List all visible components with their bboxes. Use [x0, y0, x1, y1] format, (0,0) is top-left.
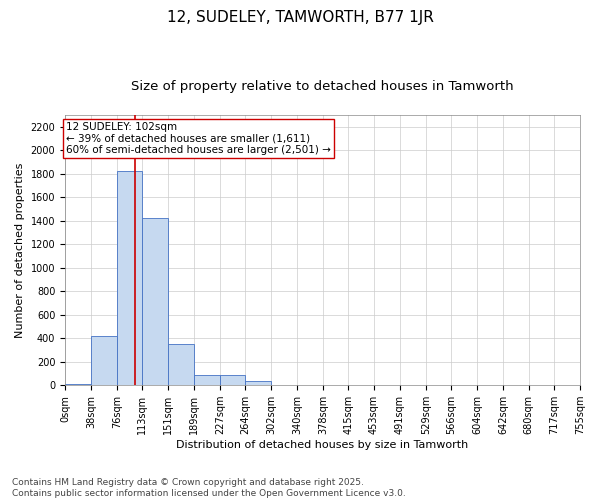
Bar — [220, 374, 245, 385]
Bar — [245, 380, 271, 385]
Bar — [117, 172, 142, 385]
Bar — [142, 218, 168, 385]
Text: Contains HM Land Registry data © Crown copyright and database right 2025.
Contai: Contains HM Land Registry data © Crown c… — [12, 478, 406, 498]
Bar — [65, 384, 91, 385]
Bar — [91, 336, 117, 385]
Bar — [168, 344, 194, 385]
Bar — [194, 375, 220, 385]
X-axis label: Distribution of detached houses by size in Tamworth: Distribution of detached houses by size … — [176, 440, 469, 450]
Title: Size of property relative to detached houses in Tamworth: Size of property relative to detached ho… — [131, 80, 514, 93]
Text: 12 SUDELEY: 102sqm
← 39% of detached houses are smaller (1,611)
60% of semi-deta: 12 SUDELEY: 102sqm ← 39% of detached hou… — [67, 122, 331, 155]
Text: 12, SUDELEY, TAMWORTH, B77 1JR: 12, SUDELEY, TAMWORTH, B77 1JR — [167, 10, 433, 25]
Y-axis label: Number of detached properties: Number of detached properties — [15, 162, 25, 338]
